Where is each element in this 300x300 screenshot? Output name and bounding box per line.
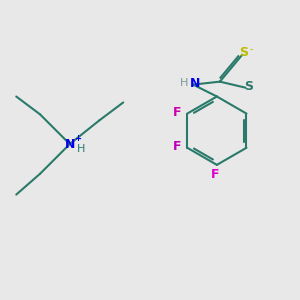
Text: F: F: [211, 168, 220, 181]
Text: F: F: [173, 106, 182, 118]
Text: H: H: [180, 78, 188, 88]
Text: N: N: [189, 76, 200, 90]
Text: -: -: [250, 44, 253, 55]
Text: H: H: [77, 143, 85, 154]
Text: S: S: [244, 80, 253, 93]
Text: F: F: [173, 140, 182, 153]
Text: +: +: [74, 134, 81, 142]
Text: N: N: [64, 138, 75, 151]
Text: S: S: [239, 46, 248, 59]
